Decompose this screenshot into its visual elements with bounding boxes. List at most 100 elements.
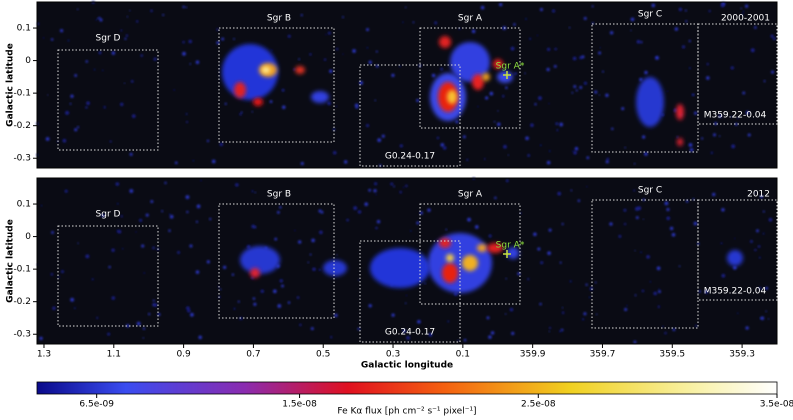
noise-speck [596, 313, 598, 316]
noise-speck [368, 60, 372, 64]
x-tick-label: 359.3 [729, 350, 755, 360]
emission-blob [462, 255, 478, 271]
noise-speck [125, 34, 129, 37]
noise-speck [466, 158, 469, 161]
colorbar-tick-label: 6.5e-09 [79, 400, 114, 410]
noise-speck [489, 91, 494, 96]
noise-speck [737, 312, 739, 314]
emission-blob [428, 233, 492, 293]
noise-speck [287, 301, 291, 304]
noise-speck [559, 330, 562, 333]
noise-speck [274, 237, 278, 241]
region-box [697, 199, 778, 301]
noise-speck [189, 244, 193, 248]
emission-blob [442, 263, 458, 283]
noise-speck [744, 4, 749, 8]
noise-speck [300, 14, 303, 17]
noise-speck [568, 26, 571, 29]
noise-speck [235, 183, 239, 187]
noise-speck [457, 339, 459, 342]
noise-speck [120, 29, 123, 32]
noise-speck [399, 190, 402, 194]
noise-speck [279, 206, 282, 209]
noise-speck [757, 245, 761, 248]
noise-speck [657, 290, 661, 294]
noise-speck [639, 77, 643, 82]
noise-speck [43, 37, 45, 39]
emission-blob [234, 82, 246, 98]
region-label: M359.22-0.04 [704, 287, 767, 297]
noise-speck [713, 133, 716, 137]
x-axis-label: Galactic longitude [361, 361, 453, 371]
noise-speck [574, 147, 579, 151]
emission-blob [253, 98, 263, 106]
noise-speck [294, 229, 296, 232]
noise-speck [754, 26, 757, 29]
noise-speck [192, 160, 195, 162]
noise-speck [467, 217, 471, 222]
noise-speck [129, 189, 134, 193]
region-label: Sgr A [458, 190, 483, 200]
noise-speck [698, 290, 701, 293]
noise-speck [405, 294, 408, 297]
noise-speck [252, 297, 256, 300]
noise-speck [488, 335, 492, 339]
noise-speck [618, 235, 622, 238]
noise-speck [61, 270, 64, 274]
noise-speck [287, 34, 291, 38]
noise-speck [135, 231, 137, 233]
noise-speck [539, 8, 544, 12]
emission-blob [487, 243, 503, 253]
noise-speck [307, 261, 310, 264]
region-label: Sgr C [638, 10, 662, 20]
noise-speck [390, 182, 394, 186]
noise-speck [327, 101, 331, 106]
noise-speck [623, 208, 627, 212]
y-tick-label: -0.2 [13, 297, 31, 307]
noise-speck [327, 31, 331, 35]
noise-speck [281, 284, 284, 288]
noise-speck [85, 254, 90, 259]
noise-speck [572, 56, 577, 61]
noise-speck [366, 28, 369, 32]
noise-speck [219, 288, 222, 290]
noise-speck [434, 21, 438, 25]
noise-speck [323, 58, 327, 61]
emission-blob [446, 254, 454, 262]
region-label: G0.24-0.17 [385, 328, 435, 338]
noise-speck [141, 244, 145, 248]
region-box [591, 199, 699, 329]
noise-speck [513, 23, 516, 26]
noise-speck [581, 55, 585, 59]
noise-speck [571, 91, 574, 94]
noise-speck [196, 204, 201, 209]
noise-speck [428, 332, 433, 337]
region-label: Sgr B [267, 14, 291, 24]
noise-speck [325, 33, 327, 36]
noise-speck [599, 47, 601, 49]
noise-speck [741, 13, 744, 15]
emission-blob [370, 248, 430, 288]
noise-speck [534, 103, 537, 106]
noise-speck [750, 240, 753, 243]
noise-speck [186, 121, 189, 123]
colorbar-label: Fe Kα flux [ph cm⁻² s⁻¹ pixel⁻¹] [337, 407, 476, 417]
noise-speck [756, 229, 759, 233]
noise-speck [57, 276, 60, 278]
noise-speck [671, 232, 676, 237]
emission-blob [507, 247, 519, 259]
noise-speck [296, 296, 300, 299]
noise-speck [111, 51, 116, 55]
noise-speck [129, 10, 131, 12]
noise-speck [310, 327, 314, 330]
noise-speck [582, 318, 585, 321]
noise-speck [655, 55, 659, 60]
noise-speck [605, 93, 609, 97]
noise-speck [153, 57, 157, 61]
noise-speck [124, 37, 127, 40]
noise-speck [98, 16, 101, 20]
region-box [57, 49, 159, 151]
sgr-a-star-marker [503, 250, 511, 258]
noise-speck [211, 159, 216, 164]
noise-speck [694, 111, 698, 115]
